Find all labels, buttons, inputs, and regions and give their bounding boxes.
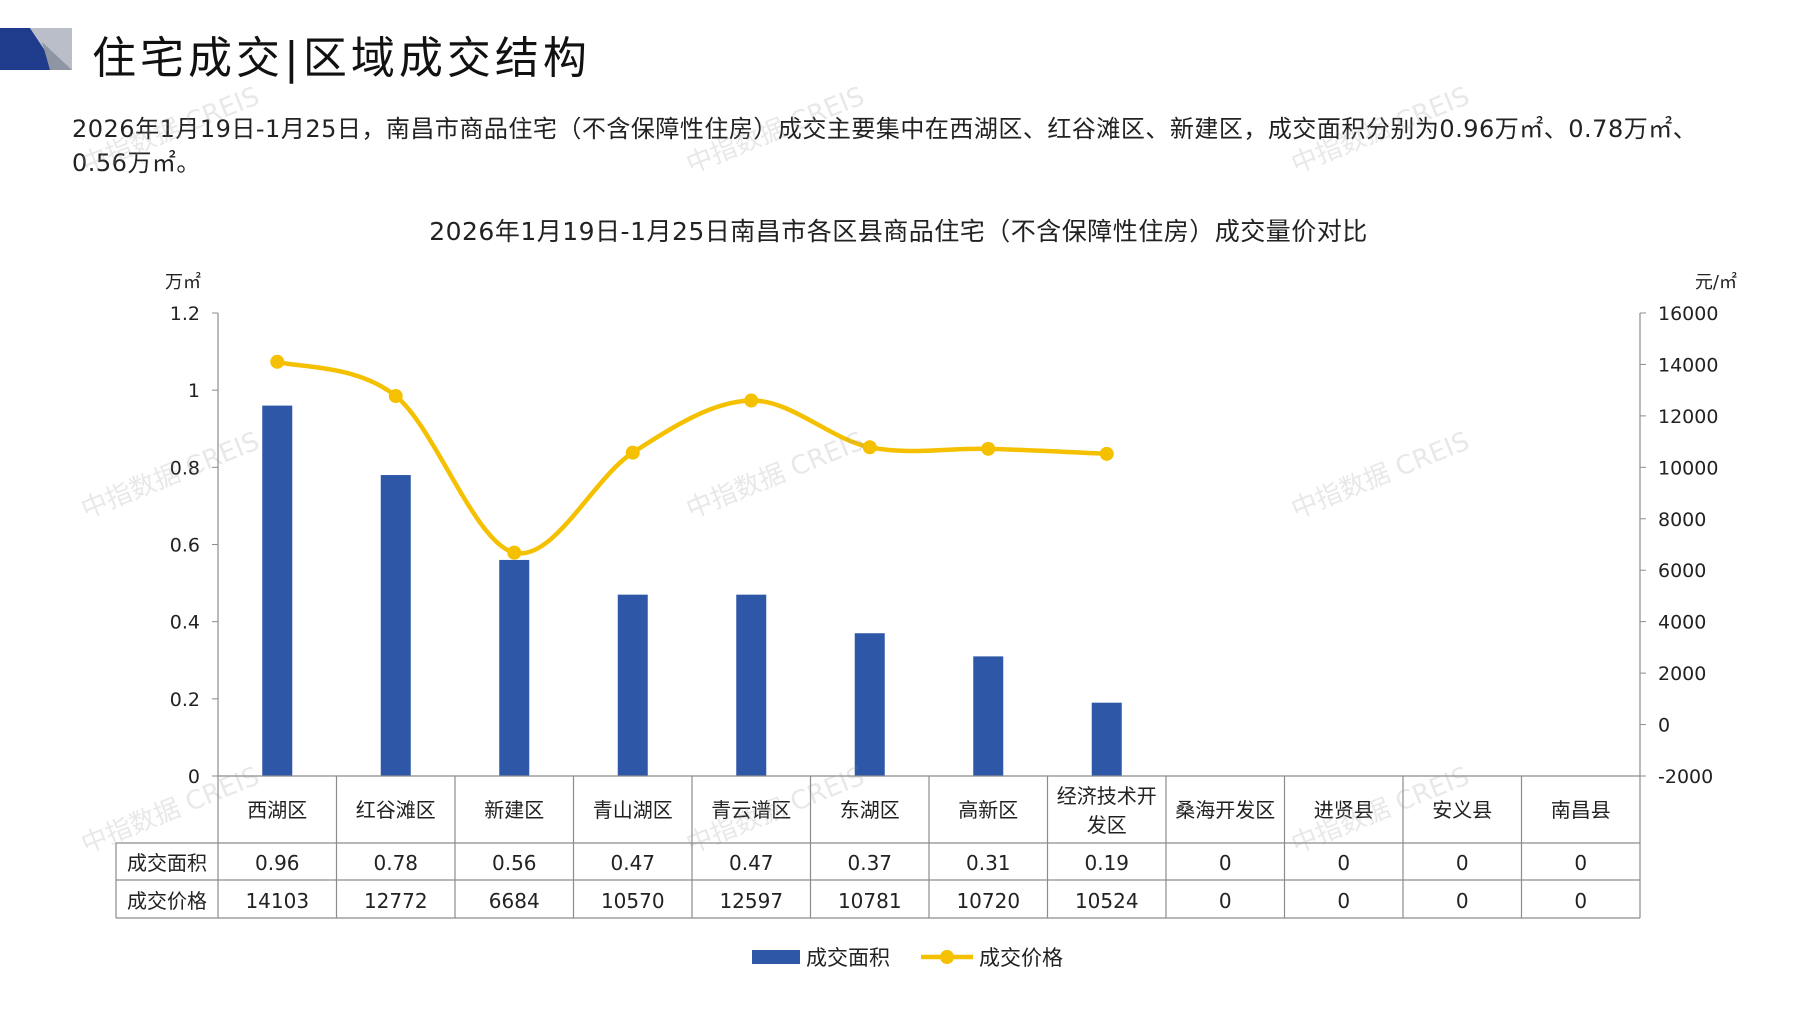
table-cell: 0: [1456, 889, 1469, 913]
table-cell: 0.96: [255, 851, 300, 875]
right-tick-label: 10000: [1658, 457, 1718, 479]
table-cell: 0: [1574, 889, 1587, 913]
table-cell: 14103: [245, 889, 309, 913]
table-cell: 0.56: [492, 851, 537, 875]
table-cell: 0.47: [610, 851, 655, 875]
price-point-1: [270, 354, 285, 369]
category-label: 青云谱区: [711, 798, 791, 822]
table-cell: 0: [1456, 851, 1469, 875]
price-point-2: [388, 389, 403, 404]
price-point-8: [1099, 446, 1114, 461]
category-label: 安义县: [1432, 798, 1492, 822]
bar-4: [617, 594, 648, 776]
price-point-7: [981, 441, 996, 456]
table-row-label: 成交面积: [127, 851, 207, 875]
bar-8: [1091, 702, 1122, 776]
right-tick-label: 0: [1658, 715, 1670, 737]
summary-text: 2026年1月19日-1月25日，南昌市商品住宅（不含保障性住房）成交主要集中在…: [72, 115, 1698, 177]
legend-bar-label: 成交面积: [806, 946, 890, 970]
table-cell: 0.31: [966, 851, 1011, 875]
legend-bar-swatch: [752, 950, 800, 964]
right-tick-label: 12000: [1658, 406, 1718, 428]
table-cell: 0.37: [847, 851, 892, 875]
category-label: 西湖区: [247, 798, 307, 822]
bar-1: [262, 405, 293, 776]
table-cell: 0.47: [729, 851, 774, 875]
legend-line-marker: [940, 950, 954, 964]
chart-title: 2026年1月19日-1月25日南昌市各区县商品住宅（不含保障性住房）成交量价对…: [429, 217, 1368, 246]
table-cell: 6684: [489, 889, 540, 913]
table-cell: 10720: [956, 889, 1020, 913]
category-label: 高新区: [958, 798, 1018, 822]
left-tick-label: 0: [188, 766, 200, 788]
brand-logo-mark: [0, 28, 72, 70]
table-cell: 10781: [838, 889, 902, 913]
left-tick-label: 0.6: [170, 535, 200, 557]
category-label: 红谷滩区: [356, 798, 436, 822]
category-label: 南昌县: [1551, 798, 1611, 822]
right-tick-label: 6000: [1658, 560, 1706, 582]
left-tick-label: 0.2: [170, 689, 200, 711]
price-point-4: [625, 445, 640, 460]
left-axis-unit: 万㎡: [165, 272, 201, 293]
left-tick-label: 1.2: [170, 303, 200, 325]
table-cell: 0.19: [1084, 851, 1129, 875]
category-label: 进贤县: [1314, 798, 1374, 822]
right-tick-label: 4000: [1658, 612, 1706, 634]
right-tick-label: -2000: [1658, 766, 1713, 788]
category-label: 经济技术开: [1057, 784, 1157, 808]
right-tick-label: 8000: [1658, 509, 1706, 531]
table-cell: 10524: [1075, 889, 1139, 913]
table-cell: 0: [1219, 889, 1232, 913]
table-cell: 0: [1574, 851, 1587, 875]
category-label: 桑海开发区: [1175, 798, 1275, 822]
table-cell: 10570: [601, 889, 665, 913]
legend-line-label: 成交价格: [979, 946, 1063, 970]
price-point-6: [862, 440, 877, 455]
price-point-3: [507, 545, 522, 560]
right-axis-unit: 元/㎡: [1694, 272, 1737, 293]
price-point-5: [744, 393, 759, 408]
right-tick-label: 2000: [1658, 663, 1706, 685]
page-title: 住宅成交|区域成交结构: [92, 33, 591, 84]
category-label: 东湖区: [840, 798, 900, 822]
table-cell: 0.78: [373, 851, 418, 875]
table-row-label: 成交价格: [127, 889, 207, 913]
category-label: 发区: [1087, 813, 1127, 837]
table-cell: 0: [1219, 851, 1232, 875]
table-cell: 0: [1337, 851, 1350, 875]
bar-2: [380, 475, 411, 776]
table-cell: 12772: [364, 889, 428, 913]
category-label: 青山湖区: [593, 798, 673, 822]
bar-6: [854, 633, 885, 776]
bar-5: [736, 594, 767, 776]
bar-3: [499, 559, 530, 776]
bar-7: [973, 656, 1004, 776]
table-cell: 0: [1337, 889, 1350, 913]
left-tick-label: 0.4: [170, 612, 200, 634]
right-tick-label: 16000: [1658, 303, 1718, 325]
category-label: 新建区: [484, 798, 544, 822]
right-tick-label: 14000: [1658, 354, 1718, 376]
left-tick-label: 0.8: [170, 457, 200, 479]
left-tick-label: 1: [188, 380, 200, 402]
price-line: [276, 359, 1107, 556]
table-cell: 12597: [719, 889, 783, 913]
